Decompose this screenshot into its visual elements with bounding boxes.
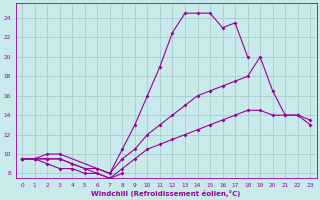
X-axis label: Windchill (Refroidissement éolien,°C): Windchill (Refroidissement éolien,°C) — [92, 190, 241, 197]
